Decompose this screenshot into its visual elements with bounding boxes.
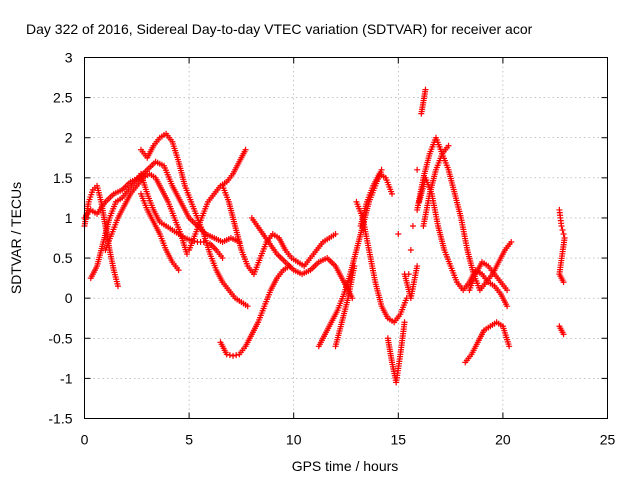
data-point — [175, 267, 182, 274]
data-point — [184, 251, 191, 258]
data-point — [558, 222, 565, 229]
series-arc-12 — [332, 142, 452, 350]
y-axis-label: SDTVAR / TECUs — [8, 182, 24, 294]
x-tick-label: 10 — [286, 432, 302, 448]
data-points — [81, 86, 568, 386]
y-tick-label: 0.5 — [53, 250, 73, 266]
series-arc-9 — [219, 182, 339, 278]
axis-ticks: 3 2.5 2 1.5 1 0.5 0 -0.5 -1 -1.5 0 5 10 15 20 25 — [48, 50, 615, 448]
data-point — [403, 295, 410, 302]
data-point — [405, 271, 412, 278]
data-point — [560, 279, 567, 286]
data-point — [504, 287, 511, 294]
data-point — [560, 230, 567, 237]
data-point — [407, 247, 414, 254]
series-arc-4 — [137, 130, 251, 310]
data-point — [504, 303, 511, 310]
y-tick-label: 1.5 — [53, 170, 73, 186]
y-tick-label: 2.5 — [53, 90, 73, 106]
data-point — [223, 351, 230, 358]
plot-frame — [84, 57, 608, 419]
y-tick-label: -1.5 — [48, 411, 72, 427]
data-point — [422, 86, 429, 93]
series-arc-13 — [353, 198, 410, 326]
y-tick-label: 1 — [65, 210, 73, 226]
data-point — [351, 263, 358, 270]
x-tick-label: 0 — [81, 432, 89, 448]
y-tick-label: 3 — [65, 50, 73, 66]
data-point — [559, 226, 566, 233]
data-point — [506, 343, 513, 350]
x-tick-label: 20 — [495, 432, 511, 448]
data-point — [401, 319, 408, 326]
data-point — [244, 303, 251, 310]
y-tick-label: 2 — [65, 130, 73, 146]
x-tick-label: 25 — [600, 432, 616, 448]
y-tick-label: 0 — [65, 290, 73, 306]
data-point — [219, 255, 226, 262]
data-point — [508, 239, 515, 246]
series-arc-17 — [462, 319, 513, 366]
series-arc-5 — [137, 190, 182, 274]
data-point — [114, 283, 121, 290]
series-arc-18 — [466, 259, 511, 294]
series-arc-8 — [217, 263, 293, 359]
chart-title: Day 322 of 2016, Sidereal Day-to-day VTE… — [26, 21, 533, 37]
data-point — [389, 190, 396, 197]
y-tick-label: -1 — [60, 370, 73, 386]
data-point — [230, 352, 237, 359]
data-point — [414, 166, 421, 173]
data-point — [414, 263, 421, 270]
data-point — [395, 230, 402, 237]
series-arc-2 — [81, 182, 121, 290]
data-point — [378, 166, 385, 173]
x-axis-label: GPS time / hours — [292, 458, 399, 474]
series-arc-14 — [384, 86, 429, 386]
data-point — [560, 331, 567, 338]
series-arc-10 — [248, 214, 356, 302]
data-point — [409, 222, 416, 229]
series-arc-19 — [556, 206, 568, 338]
series-arc-6 — [102, 170, 191, 258]
data-point — [445, 142, 452, 149]
series-arc-16 — [416, 174, 511, 310]
series-arc-7 — [186, 146, 249, 254]
x-tick-label: 15 — [391, 432, 407, 448]
data-point — [332, 230, 339, 237]
data-point — [233, 352, 240, 359]
series-arc-15 — [407, 134, 515, 294]
data-point — [226, 352, 233, 359]
x-tick-label: 5 — [185, 432, 193, 448]
data-point — [242, 146, 249, 153]
y-tick-label: -0.5 — [48, 330, 72, 346]
